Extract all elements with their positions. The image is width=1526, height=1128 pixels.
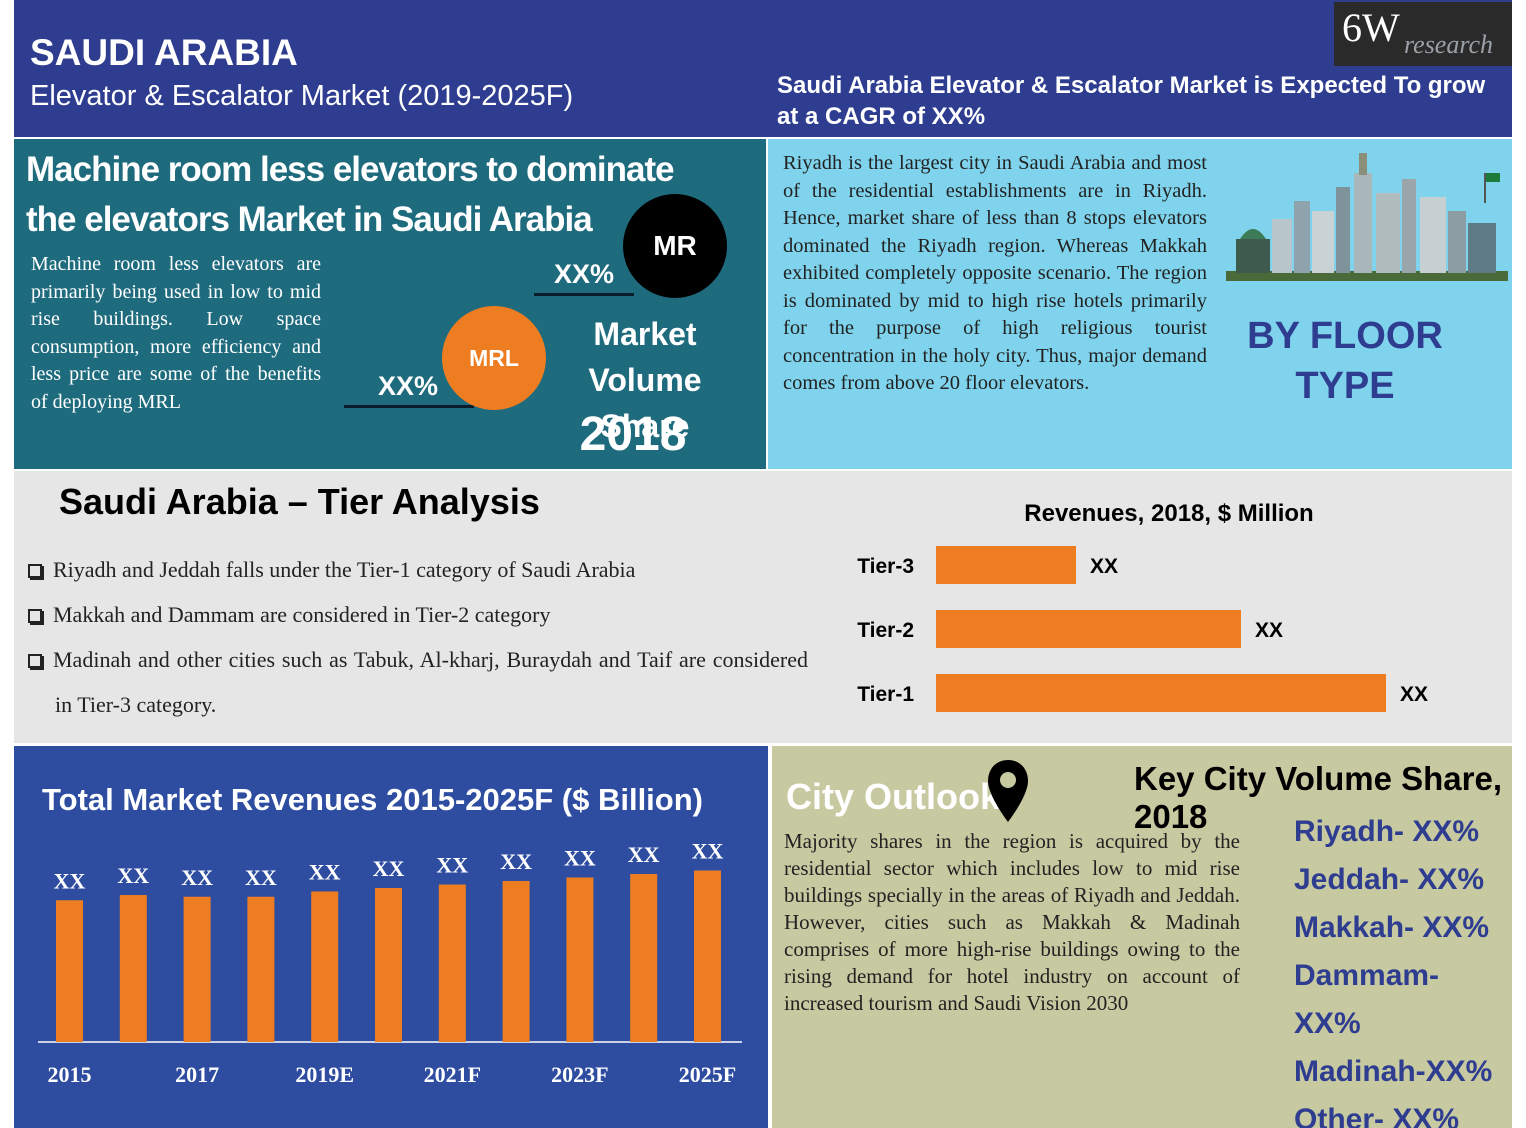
data-label: XX: [245, 865, 277, 890]
data-label: XX: [117, 863, 149, 888]
bar: [936, 610, 1241, 648]
market-volume-share-year: 2018: [579, 408, 687, 461]
bar: [936, 674, 1386, 712]
chart-title: Revenues, 2018, $ Million: [1024, 500, 1313, 527]
x-tick-label: 2019E: [295, 1062, 354, 1087]
key-city-share-list: Riyadh- XX% Jeddah- XX% Makkah- XX% Damm…: [1294, 808, 1512, 1128]
bar: [119, 895, 147, 1042]
tier-revenue-chart: Revenues, 2018, $ Million Tier-3 XX Tier-2 X…: [857, 500, 1428, 712]
mr-share-value: XX%: [554, 259, 615, 289]
city-share-item: Dammam- XX%: [1294, 959, 1440, 1040]
total-revenue-title: Total Market Revenues 2015-2025F ($ Bill…: [42, 782, 703, 817]
bar: [936, 546, 1076, 584]
tier-bullet-list: Riyadh and Jeddah falls under the Tier-1…: [28, 547, 808, 727]
city-share-item: Riyadh- XX%: [1294, 815, 1480, 848]
data-label: XX: [564, 846, 596, 871]
x-tick-label: 2021F: [424, 1062, 481, 1087]
x-tick-label: 2025F: [679, 1062, 736, 1087]
tier-bullet: Madinah and other cities such as Tabuk, …: [28, 637, 808, 727]
bar: [502, 881, 530, 1042]
data-label: XX: [1255, 619, 1283, 642]
logo-sub-text: research: [1404, 30, 1494, 59]
mrl-panel: Machine room less elevators to dominate …: [14, 139, 766, 469]
category-label: Tier-2: [857, 619, 914, 642]
checkbox-icon: [28, 564, 42, 578]
bar: [630, 874, 658, 1042]
tier-bullet: Makkah and Dammam are considered in Tier…: [28, 592, 808, 637]
mrl-circle: MRL: [442, 306, 546, 410]
total-revenue-panel: XX 2015 XX XX 2017 XX XX 2019E XX XX 2021F XX XX 2023…: [14, 746, 768, 1128]
city-share-item: Makkah- XX%: [1294, 911, 1490, 944]
bar: [311, 891, 339, 1042]
city-outlook-panel: City Outlook Majority shares in the regi…: [772, 746, 1512, 1128]
mrl-underline: [344, 405, 474, 408]
tier-analysis-panel: Saudi Arabia – Tier Analysis Riyadh and …: [14, 471, 1512, 743]
bar: [694, 870, 721, 1042]
floor-type-panel: Riyadh is the largest city in Saudi Arab…: [768, 139, 1512, 469]
header-banner: [14, 0, 1512, 137]
city-outlook-description: Majority shares in the region is acquire…: [784, 829, 1240, 1015]
city-share-item: Madinah-XX%: [1294, 1055, 1493, 1088]
category-label: Tier-1: [857, 683, 914, 706]
by-floor-type-heading: BY FLOOR TYPE: [1247, 315, 1443, 407]
mrl-heading: Machine room less elevators to dominate …: [26, 150, 675, 239]
city-skyline-illustration: [1226, 153, 1508, 281]
market-volume-share-label: Market Volume Share: [588, 316, 702, 444]
bar: [183, 896, 211, 1042]
bar: [438, 884, 466, 1042]
tier-analysis-heading: Saudi Arabia – Tier Analysis: [59, 481, 540, 522]
logo-main-text: 6W: [1342, 5, 1400, 50]
data-label: XX: [1090, 555, 1118, 578]
data-label: XX: [500, 849, 532, 874]
city-share-item: Jeddah- XX%: [1294, 863, 1485, 896]
city-share-item: Other- XX%: [1294, 1103, 1460, 1128]
data-label: XX: [436, 853, 468, 878]
x-tick-label: 2023F: [551, 1062, 608, 1087]
x-tick-label: 2017: [175, 1062, 219, 1087]
logo: 6W research: [1334, 2, 1512, 66]
bar: [56, 900, 83, 1042]
page-subtitle: Elevator & Escalator Market (2019-2025F): [30, 80, 574, 112]
checkbox-icon: [28, 654, 42, 668]
bar: [566, 877, 594, 1042]
x-tick-label: 2015: [48, 1062, 92, 1087]
tier-bullet-text: Riyadh and Jeddah falls under the Tier-1…: [53, 557, 636, 582]
page-title: SAUDI ARABIA: [30, 32, 298, 73]
mr-circle: MR: [623, 194, 727, 298]
mr-underline: [534, 293, 634, 296]
city-outlook-title: City Outlook: [786, 776, 1000, 817]
category-label: Tier-3: [857, 555, 914, 578]
data-label: XX: [628, 842, 660, 867]
cagr-statement: Saudi Arabia Elevator & Escalator Market…: [777, 72, 1486, 130]
location-pin-icon: [988, 760, 1028, 822]
total-revenue-chart: XX 2015 XX XX 2017 XX XX 2019E XX XX 2021F XX XX 2023…: [38, 839, 742, 1087]
mrl-description: Machine room less elevators are primaril…: [31, 253, 321, 413]
data-label: XX: [692, 839, 724, 864]
data-label: XX: [181, 865, 213, 890]
tier-bullet-text: Madinah and other cities such as Tabuk, …: [53, 647, 808, 717]
mrl-share-value: XX%: [378, 371, 439, 401]
key-city-share-title: Key City Volume Share, 2018: [1134, 760, 1503, 835]
data-label: XX: [54, 868, 86, 893]
bar: [375, 888, 402, 1042]
checkbox-icon: [28, 609, 42, 623]
data-label: XX: [373, 856, 405, 881]
floor-type-description: Riyadh is the largest city in Saudi Arab…: [783, 152, 1207, 394]
data-label: XX: [309, 860, 341, 885]
tier-bullet: Riyadh and Jeddah falls under the Tier-1…: [28, 547, 808, 592]
data-label: XX: [1400, 683, 1428, 706]
tier-bullet-text: Makkah and Dammam are considered in Tier…: [53, 602, 551, 627]
bar: [247, 896, 275, 1042]
